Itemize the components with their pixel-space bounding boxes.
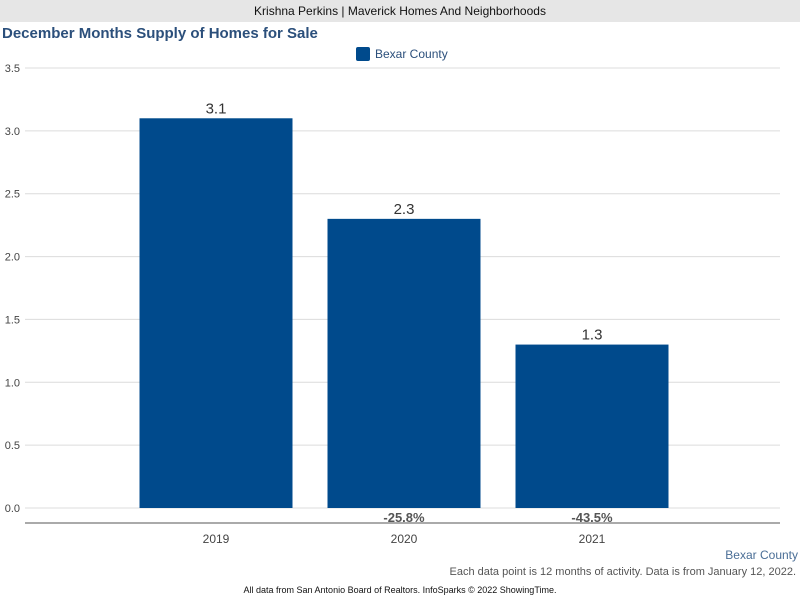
data-source: All data from San Antonio Board of Realt… bbox=[243, 585, 557, 595]
x-tick-label: 2021 bbox=[579, 532, 606, 546]
y-tick-label: 0.0 bbox=[5, 503, 20, 515]
bar bbox=[327, 218, 481, 508]
data-label: 2.3 bbox=[394, 201, 415, 218]
y-tick-label: 1.5 bbox=[5, 314, 20, 326]
y-tick-label: 2.0 bbox=[5, 252, 20, 264]
chart-title: December Months Supply of Homes for Sale bbox=[2, 25, 318, 42]
data-label: 3.1 bbox=[206, 100, 227, 117]
y-tick-label: 1.0 bbox=[5, 377, 20, 389]
chart-legend[interactable]: Bexar County bbox=[356, 46, 448, 62]
x-tick-label: 2019 bbox=[203, 532, 230, 546]
data-label: 1.3 bbox=[582, 327, 603, 344]
y-tick-label: 3.5 bbox=[5, 63, 20, 75]
legend-swatch bbox=[356, 47, 370, 61]
y-tick-label: 0.5 bbox=[5, 440, 20, 452]
bar bbox=[515, 344, 669, 508]
bar bbox=[139, 118, 293, 509]
footer-series-label: Bexar County bbox=[725, 548, 798, 562]
change-label: -43.5% bbox=[571, 510, 613, 525]
agent-header: Krishna Perkins | Maverick Homes And Nei… bbox=[0, 0, 800, 22]
data-footnote: Each data point is 12 months of activity… bbox=[449, 566, 796, 578]
x-tick-label: 2020 bbox=[391, 532, 418, 546]
y-tick-label: 2.5 bbox=[5, 189, 20, 201]
y-tick-label: 3.0 bbox=[5, 126, 20, 138]
change-label: -25.8% bbox=[383, 510, 425, 525]
legend-label: Bexar County bbox=[375, 47, 448, 61]
